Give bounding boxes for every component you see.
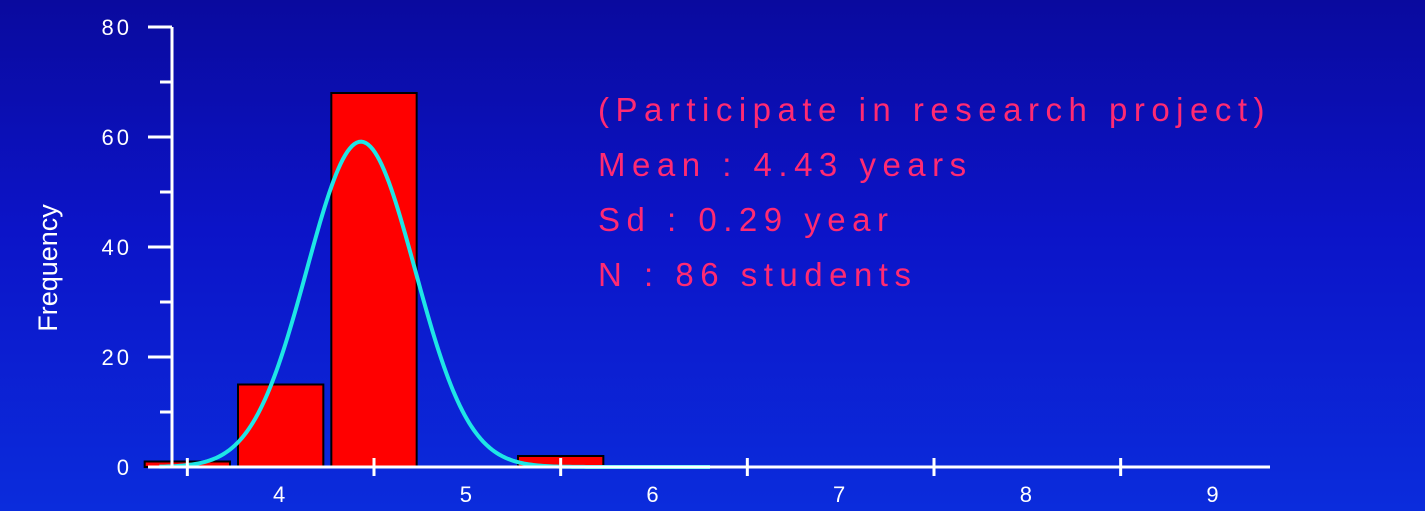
x-tick-label: 6 — [646, 482, 661, 507]
x-tick-label: 7 — [833, 482, 848, 507]
y-tick-label: 40 — [102, 235, 132, 260]
y-tick-label: 20 — [102, 345, 132, 370]
annotation-n: N : 86 students — [598, 256, 918, 293]
y-tick-label: 80 — [102, 15, 132, 40]
x-tick-label: 9 — [1206, 482, 1221, 507]
annotation-mean: Mean : 4.43 years — [598, 146, 973, 183]
y-tick-label: 0 — [117, 455, 132, 480]
x-tick-label: 4 — [273, 482, 288, 507]
y-tick-label: 60 — [102, 125, 132, 150]
ticks-group: 0 20 40 60 80 4 5 6 7 8 9 — [102, 15, 1221, 507]
y-axis-label: Frequency — [33, 204, 63, 332]
annotation-title: (Participate in research project) — [598, 91, 1272, 128]
x-tick-label: 5 — [460, 482, 475, 507]
x-tick-label: 8 — [1020, 482, 1035, 507]
stats-annotation: (Participate in research project) Mean :… — [598, 82, 1271, 302]
annotation-sd: Sd : 0.29 year — [598, 201, 895, 238]
